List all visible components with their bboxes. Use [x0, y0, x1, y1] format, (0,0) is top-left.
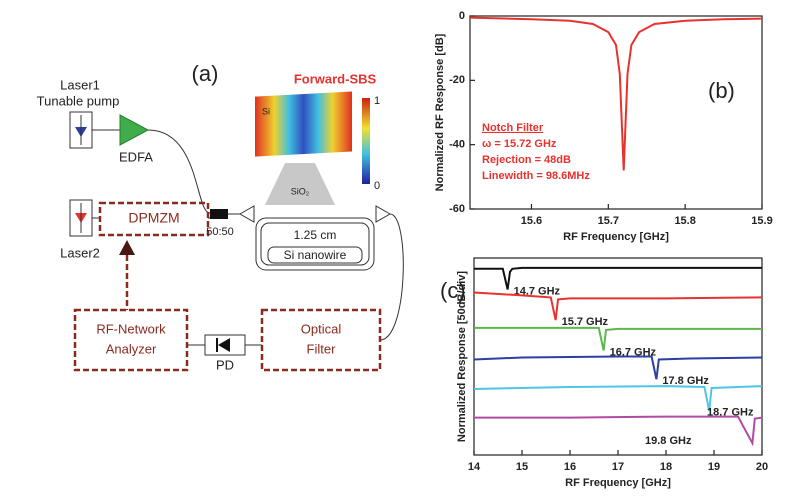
- line: [473, 385, 763, 411]
- series-label: 15.7 GHz: [562, 316, 609, 328]
- line: [469, 16, 763, 171]
- x-tick-label: 20: [756, 461, 768, 473]
- label: DPMZM: [128, 210, 179, 226]
- series-label: 19.8 GHz: [645, 435, 692, 447]
- waveguide-field: [255, 91, 352, 157]
- edfa: [119, 114, 150, 146]
- label: SiO₂: [291, 186, 310, 196]
- label: 1: [374, 95, 380, 107]
- label: Laser1: [60, 77, 100, 92]
- label: Analyzer: [106, 341, 157, 356]
- label: Si: [262, 106, 270, 116]
- label: Filter: [307, 341, 337, 356]
- grating: [375, 205, 392, 223]
- charts: 15.6 15.7 15.8 15.9 0 -20 -40 -60 RF Frequency […: [434, 10, 773, 489]
- panel-label: (a): [192, 61, 219, 86]
- y-tick-label: -40: [449, 139, 465, 151]
- label: EDFA: [119, 149, 153, 164]
- label: RF-Network: [96, 321, 166, 336]
- line: [474, 326, 762, 351]
- label: 1.25 cm: [294, 228, 337, 242]
- label: PD: [216, 357, 234, 372]
- spiral: [267, 246, 363, 264]
- line: [473, 355, 763, 380]
- x-tick-label: 15.9: [751, 215, 772, 227]
- label: Tunable pump: [37, 93, 120, 108]
- x-axis-label: RF Frequency [GHz]: [563, 231, 669, 243]
- label: Laser2: [60, 245, 100, 260]
- fiber: [379, 213, 404, 341]
- series-label: 16.7 GHz: [610, 346, 657, 358]
- x-axis-label: RF Frequency [GHz]: [565, 477, 671, 489]
- grating: [238, 205, 255, 223]
- line: [474, 415, 763, 447]
- label: 50:50: [206, 226, 234, 238]
- y-tick-label: 0: [459, 10, 465, 22]
- x-tick-label: 19: [708, 461, 720, 473]
- diagram: (a) Laser1 Tunable pump EDFA Si SiO₂ For…: [37, 61, 404, 372]
- x-tick-label: 18: [660, 461, 672, 473]
- spiral: [260, 222, 370, 266]
- label: Forward-SBS: [294, 71, 377, 86]
- series-label: 14.7 GHz: [514, 285, 561, 297]
- rf-input: [119, 240, 135, 255]
- colorbar: [362, 98, 370, 184]
- x-tick-label: 14: [468, 461, 481, 473]
- spiral: [255, 217, 375, 271]
- x-tick-label: 16: [564, 461, 576, 473]
- y-axis-label: Normalized RF Response [dB]: [434, 33, 446, 191]
- annotation: Notch Filter: [482, 122, 544, 134]
- series-label: 17.8 GHz: [662, 375, 709, 387]
- y-tick-label: -60: [449, 203, 465, 215]
- annotation: ω = 15.72 GHz: [482, 138, 557, 150]
- annotation: Linewidth = 98.6MHz: [482, 170, 590, 182]
- x-tick-label: 15: [516, 461, 528, 473]
- plot-frame: [469, 15, 763, 210]
- substrate: [265, 163, 335, 205]
- panel-label: (b): [708, 78, 735, 103]
- x-tick-label: 15.6: [521, 215, 542, 227]
- line: [473, 291, 763, 321]
- x-tick-label: 15.7: [598, 215, 619, 227]
- optical-filter: [260, 308, 382, 372]
- panel-label: (c): [440, 278, 466, 303]
- label: 0: [374, 180, 380, 192]
- x-tick-label: 17: [612, 461, 624, 473]
- modulator: [98, 201, 210, 237]
- coupler: [210, 209, 228, 219]
- x-tick-label: 15.8: [674, 215, 695, 227]
- label: Optical: [301, 321, 342, 336]
- line: [474, 266, 762, 290]
- annotation: Rejection = 48dB: [482, 154, 571, 166]
- y-tick-label: -20: [449, 74, 465, 86]
- fiber: [147, 129, 211, 214]
- rf-analyzer: [73, 308, 189, 372]
- y-axis-label: Normalized Response [50dB/div]: [456, 271, 468, 442]
- pd-icon: [218, 338, 230, 352]
- series-label: 18.7 GHz: [707, 407, 754, 419]
- label: Si nanowire: [284, 248, 347, 262]
